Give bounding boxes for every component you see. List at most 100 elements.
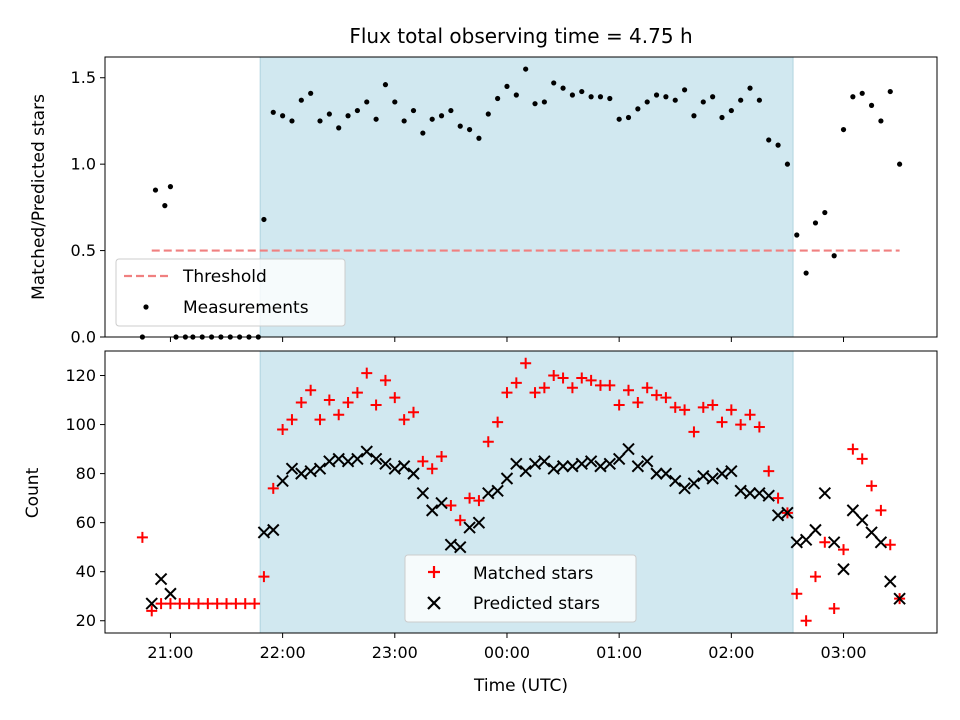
matched-star-point xyxy=(230,598,242,610)
predicted-star-point xyxy=(659,467,673,480)
matched-star-point xyxy=(407,406,419,418)
predicted-star-point xyxy=(697,469,710,483)
matched-star-point xyxy=(884,539,896,551)
measurement-point xyxy=(476,135,482,141)
predicted-star-point xyxy=(145,597,158,610)
matched-star-point xyxy=(566,382,578,394)
matched-star-point xyxy=(221,598,233,610)
measurement-point xyxy=(551,80,557,86)
predicted-star-point xyxy=(379,457,392,471)
measurement-point xyxy=(691,113,697,119)
y-tick-label: 100 xyxy=(65,415,96,434)
predicted-star-point xyxy=(519,464,532,478)
predicted-star-point xyxy=(837,563,850,576)
bottom-plot-frame xyxy=(104,350,938,634)
bottom-x-ticks: 21:00 22:00 23:00 00:00 01:00 02:00 03:00 xyxy=(147,633,867,662)
predicted-star-point xyxy=(454,540,467,554)
bottom-legend-box xyxy=(404,554,637,623)
predicted-star-point xyxy=(482,487,495,500)
matched-star-point xyxy=(211,598,223,610)
top-legend: Threshold Measurements xyxy=(115,258,346,327)
predicted-star-point xyxy=(781,506,794,520)
predicted-star-point xyxy=(594,460,607,473)
matched-star-point xyxy=(342,396,354,408)
measurement-point xyxy=(429,116,435,122)
top-legend-box xyxy=(115,258,346,327)
measurement-point xyxy=(635,106,641,112)
predicted-star-point xyxy=(603,457,617,471)
predicted-star-point xyxy=(491,484,504,497)
measurement-point xyxy=(700,99,706,105)
chart-title: Flux total observing time = 4.75 h xyxy=(349,24,692,48)
legend-matched-label: Matched stars xyxy=(473,564,593,584)
measurement-point xyxy=(803,270,809,276)
predicted-star-point xyxy=(715,467,729,480)
measurement-point xyxy=(485,111,491,117)
top-plot-frame xyxy=(104,56,938,338)
predicted-star-point xyxy=(332,452,345,466)
matched-star-point xyxy=(725,404,737,416)
measurement-point xyxy=(364,99,370,105)
matched-star-point xyxy=(183,598,195,610)
y-tick-label: 60 xyxy=(76,513,96,532)
measurement-point xyxy=(326,111,332,117)
matched-star-point xyxy=(361,367,373,379)
measurement-point xyxy=(822,209,828,216)
measurement-point xyxy=(495,95,501,102)
matched-star-point xyxy=(370,399,382,411)
matched-star-point xyxy=(604,379,616,391)
matched-star-point xyxy=(314,414,326,426)
top-y-axis-label: Matched/Predicted stars xyxy=(29,94,49,300)
predicted-star-point xyxy=(416,487,430,500)
measurement-point xyxy=(392,99,398,105)
predicted-star-point xyxy=(472,516,486,529)
matched-star-point xyxy=(454,514,466,526)
top-panel: 0.0 0.5 1.0 1.5 Matched/Predicted stars Thr… xyxy=(29,56,938,347)
measurement-point xyxy=(597,94,604,100)
measurement-point xyxy=(897,161,903,167)
matched-star-point xyxy=(379,374,391,386)
x-tick-label: 00:00 xyxy=(484,643,530,662)
matched-star-point xyxy=(277,423,289,435)
measurement-point xyxy=(579,88,585,95)
predicted-star-point xyxy=(790,536,803,549)
matched-star-point xyxy=(707,399,719,411)
measurement-point xyxy=(644,99,650,105)
predicted-star-point xyxy=(444,538,458,551)
legend-measurements-label: Measurements xyxy=(183,298,309,318)
measurement-point xyxy=(607,95,613,102)
predicted-star-point xyxy=(762,489,775,502)
matched-star-point xyxy=(164,598,176,610)
matched-star-point xyxy=(772,492,784,504)
measurement-point xyxy=(373,116,379,122)
predicted-star-point xyxy=(407,467,420,480)
predicted-star-point xyxy=(669,474,682,488)
y-tick-label: 120 xyxy=(65,366,96,385)
predicted-star-point xyxy=(743,487,757,500)
measurement-point xyxy=(738,97,744,103)
predicted-star-point xyxy=(276,474,289,488)
measurement-point xyxy=(653,92,660,98)
matched-star-point xyxy=(323,394,335,406)
matched-star-point xyxy=(305,384,317,396)
matched-star-point xyxy=(594,379,606,391)
measurement-point xyxy=(466,126,473,133)
matched-star-point xyxy=(753,421,765,433)
predicted-star-point xyxy=(313,462,327,475)
bottom-panel: 20 40 60 80 100 120 21:00 22:00 23:00 00:00 01:00… xyxy=(23,350,938,696)
measurement-point xyxy=(280,113,286,119)
measurement-point xyxy=(270,109,276,115)
matched-star-point xyxy=(520,357,532,369)
predicted-star-point xyxy=(360,445,373,458)
matched-star-point xyxy=(585,374,597,386)
matched-star-point xyxy=(716,416,728,428)
predicted-star-point xyxy=(584,455,598,468)
measurement-point xyxy=(766,137,772,143)
measurement-point xyxy=(784,161,791,167)
predicted-star-point xyxy=(566,460,579,473)
measurement-point xyxy=(438,113,445,119)
measurement-point xyxy=(345,113,351,119)
x-tick-label: 21:00 xyxy=(147,643,193,662)
matched-star-point xyxy=(202,598,214,610)
